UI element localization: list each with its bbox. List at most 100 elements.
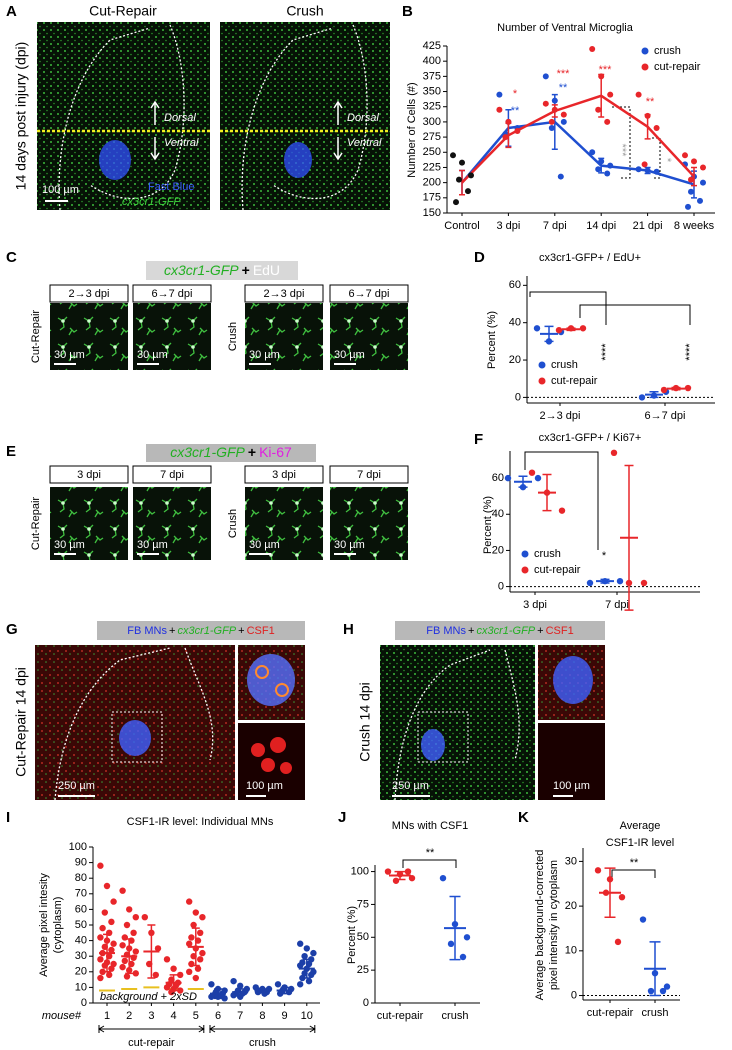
arrows	[333, 100, 343, 161]
cells	[275, 683, 289, 697]
y-tick-label: 0	[515, 391, 521, 403]
scale-label: 30 µm	[249, 539, 280, 551]
data-point	[121, 957, 128, 965]
time-label: 2→3 dpi	[69, 288, 110, 300]
data-point	[534, 474, 542, 482]
annotation: **	[630, 857, 639, 869]
chart-title: cx3cr1-GFP+ / EdU+	[539, 252, 641, 264]
scale-label: 30 µm	[137, 539, 168, 551]
data-point	[192, 974, 199, 982]
data-point	[106, 971, 113, 979]
side-label: 14 days post injury (dpi)	[13, 42, 29, 191]
y-tick-label: 20	[492, 544, 504, 556]
time-label: 7 dpi	[160, 469, 184, 481]
chart-title: MNs with CSF1	[392, 820, 468, 832]
side-label: Crush 14 dpi	[357, 682, 373, 761]
label-box	[244, 284, 324, 303]
panel-letter: J	[338, 809, 346, 826]
data-point	[110, 940, 117, 947]
data-point	[528, 469, 536, 476]
error-bar	[147, 924, 156, 979]
data-point	[439, 874, 447, 882]
data-point	[310, 949, 317, 957]
micrograph	[133, 303, 211, 370]
x-tick-label: 2→3 dpi	[540, 410, 581, 422]
panel-letter: B	[402, 3, 413, 20]
data-point	[659, 987, 667, 995]
data-point	[640, 579, 648, 587]
cells	[247, 654, 295, 706]
data-point	[514, 128, 521, 135]
header-part: +	[248, 444, 256, 460]
inset-box	[417, 711, 469, 763]
data-point	[598, 73, 605, 80]
micrograph	[538, 723, 605, 800]
y-axis-label: (cytoplasm)	[52, 897, 64, 954]
data-point	[132, 948, 139, 955]
x-tick-label: 8 weeks	[674, 220, 715, 232]
x-tick-label: 3 dpi	[496, 220, 520, 232]
panel-letter: F	[474, 431, 483, 448]
header-part: CSF1	[247, 625, 275, 637]
y-tick-label: 350	[423, 85, 441, 97]
annotation: **	[646, 96, 655, 108]
data-point	[610, 449, 618, 457]
legend-label: cut-repair	[534, 564, 581, 576]
group-arrow	[98, 1025, 205, 1033]
scale-label: 100 µm	[246, 780, 283, 792]
chart-title: cx3cr1-GFP+ / Ki67+	[539, 432, 642, 444]
y-tick-label: 90	[75, 857, 87, 869]
x-tick-label: cut-repair	[587, 1007, 634, 1019]
label-box	[49, 284, 129, 303]
x-tick-label: cut-repair	[377, 1010, 424, 1022]
y-tick-label: 70	[75, 888, 87, 900]
data-point	[119, 887, 126, 894]
error-bar	[544, 325, 554, 343]
data-point	[644, 112, 651, 119]
y-tick-label: 175	[423, 192, 441, 204]
image-title: Crush	[286, 3, 323, 19]
header-part: +	[242, 262, 250, 278]
data-point	[108, 965, 115, 972]
cells	[421, 729, 445, 761]
data-point	[456, 176, 462, 183]
group-label: cut-repair	[128, 1037, 175, 1049]
header-part: +	[468, 625, 474, 637]
data-point	[551, 106, 558, 113]
header-box	[97, 621, 305, 640]
data-point	[560, 111, 567, 118]
legend-text: cx3cr1-GFP	[122, 196, 181, 208]
data-point	[152, 971, 159, 979]
x-tick-label: 14 dpi	[586, 220, 616, 232]
data-point	[208, 993, 215, 1000]
data-point	[197, 956, 204, 963]
x-tick-label: 7 dpi	[605, 599, 629, 611]
x-tick-label: 4	[171, 1010, 177, 1022]
data-point	[638, 394, 646, 401]
series-line	[461, 94, 695, 184]
data-point	[614, 938, 622, 946]
data-point	[598, 158, 605, 165]
error-bar	[600, 578, 610, 584]
outline	[241, 24, 368, 211]
scale-label: 250 µm	[392, 780, 429, 792]
annotation: ***	[557, 68, 571, 80]
y-tick-label: 20	[75, 966, 87, 978]
label-box	[244, 465, 324, 484]
scale-label: 30 µm	[249, 349, 280, 361]
y-tick-label: 30	[75, 950, 87, 962]
row-label: Cut-Repair	[30, 497, 42, 551]
y-axis-label: Percent (%)	[486, 311, 498, 369]
error-bar	[624, 464, 634, 611]
data-point	[163, 956, 171, 963]
data-point	[589, 46, 596, 53]
data-point	[616, 577, 624, 585]
error-bar	[691, 166, 697, 187]
data-point	[97, 934, 104, 941]
y-tick-label: 20	[565, 900, 577, 912]
data-point	[604, 170, 611, 177]
data-point	[700, 164, 706, 171]
y-axis-label: Number of Cells (#)	[406, 82, 418, 177]
error-bar	[302, 958, 311, 979]
data-point	[188, 934, 195, 941]
